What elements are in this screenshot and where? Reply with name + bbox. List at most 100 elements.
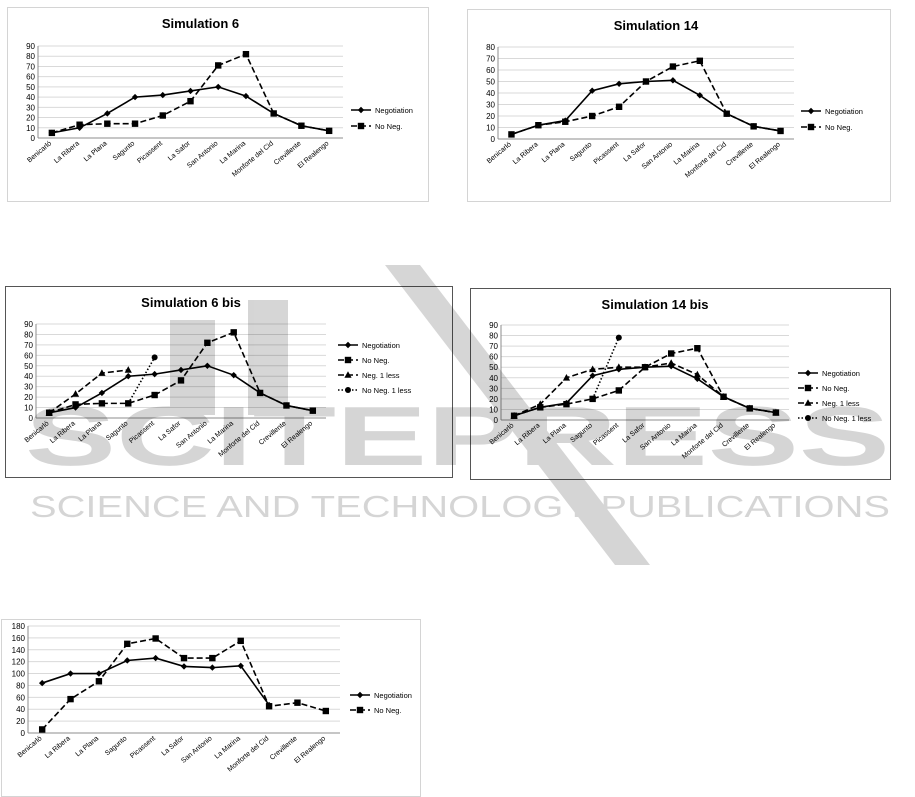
legend-marker (345, 387, 351, 393)
x-tick-label: La Safor (622, 422, 647, 445)
data-point (325, 127, 333, 135)
legend-entry: No Neg. (801, 123, 853, 132)
x-tick-label: La Ribera (44, 735, 72, 760)
data-point (589, 365, 597, 373)
data-point (76, 121, 83, 128)
legend-marker (805, 415, 811, 421)
series-1 (38, 635, 330, 733)
y-tick-label: 40 (24, 372, 33, 381)
data-point (187, 98, 194, 105)
legend-label: Negotiation (374, 691, 412, 700)
data-point (131, 93, 139, 101)
data-point (152, 635, 159, 642)
data-point (124, 640, 131, 648)
x-tick-label: La Marina (214, 735, 242, 760)
data-point (615, 387, 623, 394)
chart-title: Simulation 6 bis (141, 295, 241, 310)
y-tick-label: 50 (26, 83, 35, 92)
y-tick-label: 40 (489, 374, 498, 383)
data-point (298, 122, 305, 129)
y-tick-label: 180 (12, 622, 26, 631)
legend-label: No Neg. 1 less (362, 386, 411, 395)
legend-entry: Negotiation (338, 341, 400, 350)
y-tick-label: 30 (486, 101, 495, 110)
x-tick-label: La Plana (541, 141, 567, 164)
x-tick-label: La Ribera (512, 141, 540, 166)
x-tick-label: Benicarló (486, 141, 513, 165)
x-tick-label: Sagunto (569, 141, 594, 163)
x-tick-label: La Safor (623, 141, 648, 164)
chart-total: 0 20 40 60 80 100 120 140 160 180 Benicarló La Ribe… (1, 619, 421, 797)
series-1 (48, 50, 333, 137)
data-point (694, 345, 701, 352)
x-tick-label: La Ribera (49, 420, 77, 445)
x-tick-label: Picassent (136, 140, 164, 165)
series-line (41, 637, 327, 730)
legend-label: No Neg. (822, 384, 850, 393)
data-point (696, 57, 704, 64)
data-point (589, 395, 596, 402)
legend-marker (344, 356, 352, 364)
series-line (513, 362, 777, 417)
legend-label: Neg. 1 less (822, 399, 860, 408)
data-point (151, 354, 158, 361)
legend-marker (356, 691, 364, 699)
data-point (777, 127, 784, 135)
y-tick-label: 80 (26, 52, 35, 61)
x-tick-label: La Marina (219, 140, 247, 165)
y-tick-label: 140 (12, 646, 26, 655)
y-tick-label: 20 (26, 114, 35, 123)
data-point (209, 664, 216, 671)
y-tick-label: 30 (24, 383, 33, 392)
data-point (177, 377, 185, 384)
legend-marker (344, 371, 352, 378)
y-tick-label: 20 (489, 395, 498, 404)
data-point (294, 699, 301, 706)
y-tick-label: 60 (16, 693, 25, 702)
legend-label: No Neg. (825, 123, 853, 132)
data-point (641, 363, 649, 371)
data-point (772, 408, 780, 416)
data-point (204, 339, 211, 346)
legend-entry: No Neg. (351, 122, 403, 131)
data-point (187, 87, 194, 95)
y-tick-label: 120 (12, 658, 26, 667)
data-point (48, 129, 56, 137)
legend-entry: Negotiation (798, 369, 860, 378)
data-point (508, 131, 515, 138)
data-point (746, 404, 754, 412)
y-tick-label: 40 (26, 93, 35, 102)
x-tick-label: La Ribera (53, 140, 81, 165)
data-point (67, 670, 74, 677)
y-tick-label: 80 (24, 330, 33, 339)
data-point (615, 363, 623, 371)
y-tick-label: 10 (486, 124, 495, 133)
y-tick-label: 10 (26, 124, 35, 133)
legend-marker (804, 384, 812, 392)
data-point (95, 678, 103, 685)
y-tick-label: 50 (24, 362, 33, 371)
y-tick-label: 0 (29, 414, 34, 423)
series-3 (125, 354, 158, 407)
y-tick-label: 50 (489, 363, 498, 372)
x-tick-label: La Plana (83, 140, 109, 163)
y-tick-label: 20 (16, 717, 25, 726)
data-point (95, 670, 103, 677)
data-point (38, 726, 46, 733)
y-tick-label: 70 (24, 341, 33, 350)
data-point (242, 92, 250, 100)
series-line (511, 79, 781, 136)
series-0 (38, 654, 273, 709)
y-tick-label: 90 (489, 321, 498, 330)
watermark-subtitle: SCIENCE AND TECHNOLOGY PUBLICATIONS (30, 489, 890, 524)
legend-marker (807, 107, 815, 115)
data-point (180, 663, 188, 670)
x-tick-label: Picassent (592, 422, 620, 447)
data-point (98, 400, 106, 407)
data-point (125, 373, 132, 380)
data-point (256, 389, 264, 397)
legend-marker (357, 106, 365, 114)
series-0 (508, 77, 784, 138)
